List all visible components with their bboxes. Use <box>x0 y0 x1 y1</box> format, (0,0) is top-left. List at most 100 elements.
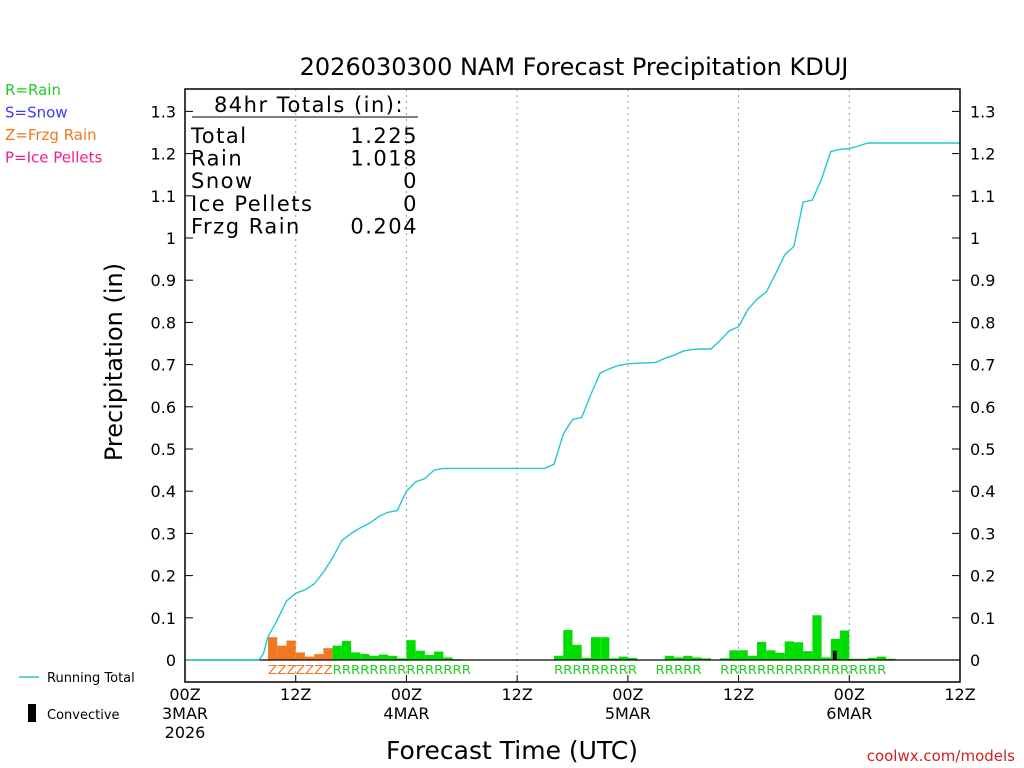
precip-bar <box>858 658 868 660</box>
precip-type-string: ZZZZZZZ <box>268 663 333 677</box>
precip-bar <box>341 641 352 660</box>
precip-type-legend: R=Rain S=Snow Z=Frzg Rain P=Ice Pellets <box>5 81 102 167</box>
totals-row-label: Frzg Rain <box>191 214 301 238</box>
y-tick-label: 0.4 <box>970 482 995 501</box>
totals-row-value: 0 <box>403 192 418 216</box>
precip-bar <box>554 655 564 660</box>
totals-row-value: 1.018 <box>350 147 418 171</box>
x-tick-label: 00Z <box>391 685 422 704</box>
precip-bar <box>277 645 287 660</box>
running-total-line <box>185 142 960 661</box>
totals-row-value: 1.225 <box>350 124 418 148</box>
y-tick-label: 0.5 <box>151 440 176 459</box>
precip-bar <box>563 630 573 660</box>
x-tick-label: 00Z <box>612 685 643 704</box>
credit-text: coolwx.com/models <box>867 747 1015 765</box>
precip-bar <box>268 637 278 660</box>
y-tick-label: 0.9 <box>970 271 995 290</box>
precip-bar <box>803 651 813 660</box>
totals-row-label: Rain <box>191 147 243 171</box>
totals-row-label: Ice Pellets <box>191 192 313 216</box>
y-tick-label: 0.6 <box>151 398 176 417</box>
precip-bar <box>369 655 379 660</box>
y-tick-label: 0.3 <box>970 524 995 543</box>
y-tick-label: 1 <box>970 229 980 248</box>
precip-bar <box>876 656 887 660</box>
precip-bar <box>415 650 425 660</box>
precip-bar <box>775 652 785 660</box>
y-tick-label: 1 <box>166 229 176 248</box>
right-y-ticks: 0 0.1 0.2 0.3 0.4 0.5 0.6 0.7 0.8 0.9 1 1.1 1.2 1.3 <box>952 102 995 670</box>
precip-type-string: RRRRRRRRR <box>554 663 637 677</box>
y-tick-label: 0.6 <box>970 398 995 417</box>
precip-bar <box>286 640 296 660</box>
totals-row-value: 0.204 <box>350 214 418 238</box>
x-tick-label: 00Z <box>169 685 200 704</box>
precip-bar <box>304 656 315 660</box>
x-tick-label: 12Z <box>280 685 311 704</box>
x-tick-date: 5MAR <box>605 704 651 723</box>
precip-bar <box>295 652 305 660</box>
precip-bar <box>351 652 361 660</box>
precip-bar <box>729 650 739 660</box>
precip-bars <box>268 615 896 660</box>
precip-bar <box>424 654 435 660</box>
precip-bar <box>738 650 748 660</box>
x-axis-label: Forecast Time (UTC) <box>386 736 638 765</box>
y-tick-label: 0.5 <box>970 440 995 459</box>
precip-bar <box>720 658 730 660</box>
totals-box: 84hr Totals (in): Total 1.225 Rain 1.018 Sno… <box>190 93 418 238</box>
totals-header: 84hr Totals (in): <box>214 93 404 117</box>
precip-bar <box>609 658 619 660</box>
precip-bar <box>323 648 333 660</box>
precip-bar <box>747 655 758 660</box>
y-tick-label: 1.2 <box>970 145 995 164</box>
y-tick-label: 0.8 <box>970 313 995 332</box>
precip-type-string: RRRRRRRRRRRRRRRRRR <box>720 663 886 677</box>
precip-bar <box>757 641 767 660</box>
type-legend-item: Z=Frzg Rain <box>5 126 97 144</box>
y-tick-label: 1.2 <box>151 145 176 164</box>
precip-bar <box>581 657 591 660</box>
left-y-ticks: 0 0.1 0.2 0.3 0.4 0.5 0.6 0.7 0.8 0.9 1 1.1 1.2 1.3 <box>151 102 193 670</box>
precip-bar <box>830 638 841 660</box>
y-tick-label: 0.9 <box>151 271 176 290</box>
precip-bar <box>387 655 398 660</box>
precip-bar <box>766 650 776 660</box>
precip-bar <box>784 641 794 660</box>
precip-bar <box>378 654 388 660</box>
y-tick-label: 0.1 <box>151 609 176 628</box>
precip-bar <box>360 654 370 660</box>
y-axis-label: Precipitation (in) <box>100 263 128 461</box>
precip-bar <box>692 657 702 660</box>
y-tick-label: 0.2 <box>151 567 176 586</box>
precip-bar <box>600 637 610 660</box>
totals-row-label: Snow <box>191 169 254 193</box>
type-legend-item: S=Snow <box>5 104 68 122</box>
x-tick-date: 3MAR <box>162 704 208 723</box>
precip-bar <box>443 657 453 660</box>
precip-type-string: RRRRRRRRRRRRRRR <box>333 663 471 677</box>
x-tick-date: 4MAR <box>383 704 429 723</box>
precip-bar <box>572 644 582 660</box>
chart-title: 2026030300 NAM Forecast Precipitation KD… <box>300 53 849 81</box>
precip-bar <box>812 615 822 660</box>
precip-bar <box>590 637 601 660</box>
precip-bar <box>664 655 674 660</box>
precip-bar <box>840 630 850 660</box>
precip-bar <box>867 657 877 660</box>
y-tick-label: 0.3 <box>151 524 176 543</box>
y-tick-label: 0.8 <box>151 313 176 332</box>
precip-bar <box>332 645 342 660</box>
totals-row-value: 0 <box>403 169 418 193</box>
x-tick-label: 12Z <box>501 685 532 704</box>
precip-bar <box>793 642 804 660</box>
x-tick-label: 12Z <box>944 685 975 704</box>
precip-bar <box>627 657 638 660</box>
x-tick-date: 6MAR <box>826 704 872 723</box>
precip-type-string: RRRRR <box>656 663 702 677</box>
precip-bar <box>618 656 628 660</box>
precip-bar <box>701 658 711 660</box>
convective-legend-swatch <box>28 704 36 722</box>
